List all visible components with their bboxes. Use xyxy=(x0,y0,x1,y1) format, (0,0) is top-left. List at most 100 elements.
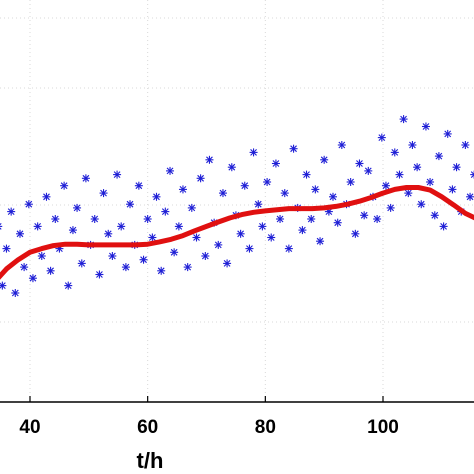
scatter-point xyxy=(307,215,316,223)
scatter-point xyxy=(417,200,426,209)
scatter-point xyxy=(196,174,205,183)
scatter-point xyxy=(337,141,346,149)
scatter-point xyxy=(60,181,69,190)
scatter-point xyxy=(157,266,166,275)
scatter-point xyxy=(166,166,175,175)
scatter-point xyxy=(439,222,448,231)
scatter-point xyxy=(148,233,157,242)
scatter-point xyxy=(377,133,386,142)
scatter-point xyxy=(434,152,443,161)
scatter-point xyxy=(320,155,329,164)
scatter-point xyxy=(461,141,470,149)
fit-line-series xyxy=(0,185,474,280)
scatter-point xyxy=(99,189,108,198)
scatter-point xyxy=(104,229,113,238)
scatter-point xyxy=(201,252,210,260)
scatter-point xyxy=(121,263,130,272)
scatter-point xyxy=(430,211,439,220)
scatter-point xyxy=(360,211,369,220)
scatter-series xyxy=(0,115,474,297)
scatter-point xyxy=(390,148,399,157)
scatter-point xyxy=(249,148,258,157)
scatter-point xyxy=(373,215,382,223)
scatter-point xyxy=(223,259,232,268)
scatter-point xyxy=(77,259,86,268)
x-tick-label: 40 xyxy=(19,417,40,438)
scatter-point xyxy=(7,207,16,216)
scatter-point xyxy=(51,215,60,223)
x-tick-label: 80 xyxy=(255,417,276,438)
scatter-point xyxy=(183,263,192,272)
scatter-point xyxy=(267,233,276,242)
scatter-point xyxy=(346,178,355,186)
scatter-point xyxy=(20,263,29,272)
scatter-point xyxy=(298,226,307,235)
scatter-point xyxy=(364,166,373,175)
scatter-point xyxy=(113,170,122,179)
scatter-point xyxy=(413,163,422,172)
scatter-point xyxy=(187,203,196,212)
scatter-point xyxy=(170,248,179,257)
scatter-point xyxy=(81,174,90,183)
scatter-point xyxy=(311,185,320,194)
scatter-point xyxy=(0,223,3,230)
x-tick-label: 60 xyxy=(137,417,158,438)
axes xyxy=(0,396,474,403)
scatter-point xyxy=(395,170,404,179)
scatter-point xyxy=(174,222,183,231)
scatter-point xyxy=(302,170,311,179)
scatter-point xyxy=(404,189,413,198)
scatter-point xyxy=(280,189,289,198)
scatter-point xyxy=(276,215,285,223)
scatter-point xyxy=(284,244,293,253)
scatter-point xyxy=(33,222,42,231)
scatter-point xyxy=(443,129,452,138)
scatter-point xyxy=(421,122,430,131)
scatter-point xyxy=(470,170,474,179)
x-axis-label: t/h xyxy=(137,448,164,473)
scatter-point xyxy=(271,159,280,168)
scatter-point xyxy=(381,181,390,190)
scatter-point xyxy=(126,200,135,209)
scatter-point xyxy=(355,159,364,168)
scatter-point xyxy=(0,281,7,290)
scatter-point xyxy=(426,178,435,186)
scatter-point xyxy=(28,274,37,283)
scatter-point xyxy=(218,189,227,198)
x-tick-labels: 40 60 80 100 xyxy=(19,417,398,438)
scatter-point xyxy=(452,163,461,172)
scatter-point xyxy=(143,215,152,223)
scatter-point xyxy=(386,203,395,212)
scatter-point xyxy=(258,222,267,231)
scatter-point xyxy=(227,163,236,172)
scatter-point xyxy=(139,255,148,264)
scatter-point xyxy=(95,270,104,279)
scatter-point xyxy=(73,203,82,212)
scatter-point xyxy=(254,200,263,209)
scatter-point xyxy=(134,181,143,190)
scatter-point xyxy=(15,229,24,238)
scatter-point xyxy=(46,266,55,275)
scatter-point xyxy=(263,178,272,186)
x-tick-label: 100 xyxy=(367,417,399,438)
scatter-point xyxy=(68,226,77,235)
scatter-point xyxy=(351,229,360,238)
scatter-point xyxy=(448,185,457,194)
scatter-point xyxy=(205,155,214,164)
scatter-point xyxy=(42,192,51,201)
scatter-point xyxy=(214,240,223,249)
scatter-point xyxy=(245,244,254,253)
scatter-point xyxy=(11,289,20,297)
scatter-point xyxy=(64,281,73,290)
scatter-point xyxy=(289,144,298,153)
scatter-point xyxy=(328,192,337,201)
scatter-point xyxy=(90,215,99,223)
scatter-point xyxy=(333,218,342,227)
grid xyxy=(0,0,474,402)
scatter-point xyxy=(2,244,11,253)
scatter-point xyxy=(108,252,117,260)
scatter-point xyxy=(399,115,408,124)
scatter-point xyxy=(466,192,474,201)
